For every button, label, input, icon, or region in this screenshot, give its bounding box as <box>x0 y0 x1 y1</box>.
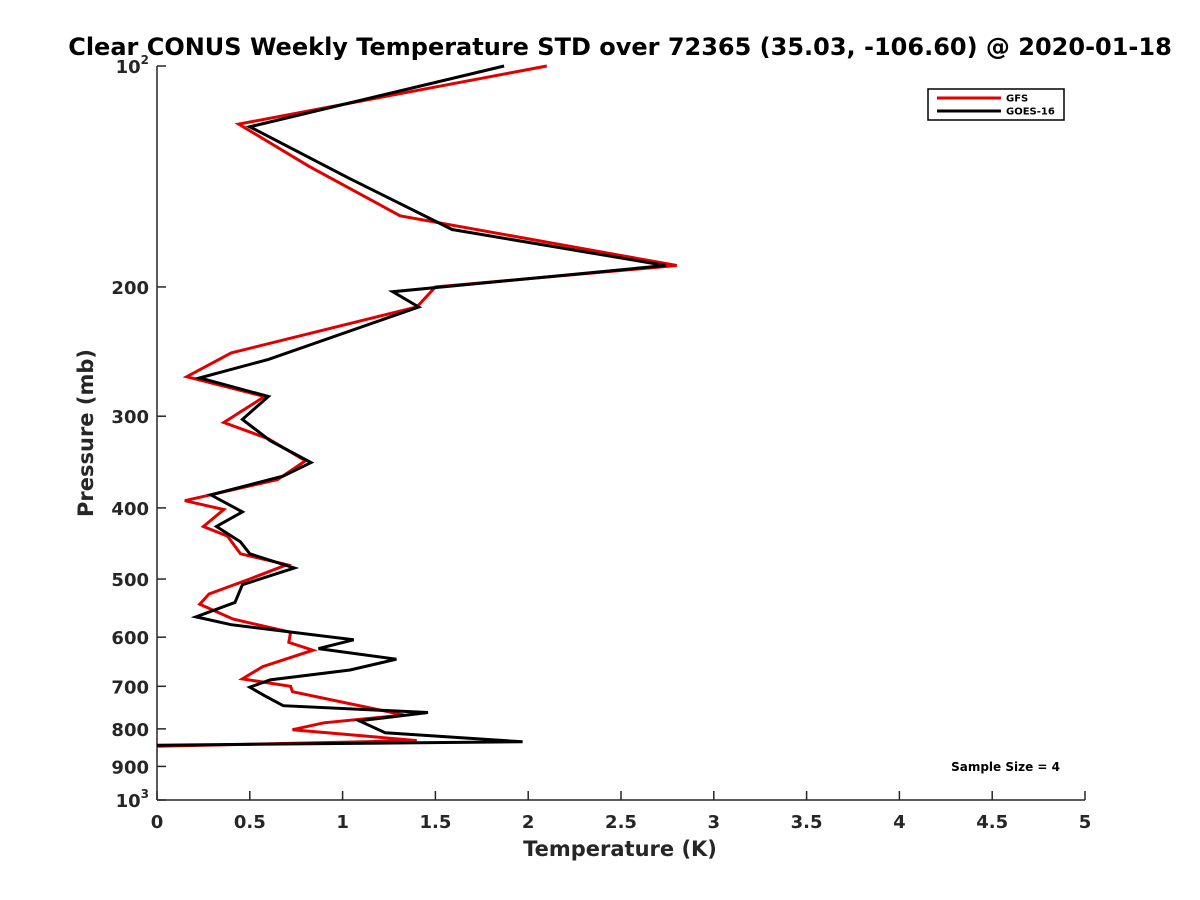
x-tick-label: 3 <box>708 812 721 833</box>
x-tick-label: 2 <box>522 812 535 833</box>
x-tick-label: 4 <box>893 812 906 833</box>
sample-size-annotation: Sample Size = 4 <box>951 760 1060 774</box>
x-tick-label: 0.5 <box>234 812 266 833</box>
chart-title: Clear CONUS Weekly Temperature STD over … <box>68 33 1172 61</box>
x-tick-label: 1.5 <box>419 812 451 833</box>
plot-area: 0 0.5 1 1.5 2 2.5 3 3.5 4 4.5 5 102 200 300 400 500 600 7… <box>111 53 1091 833</box>
x-tick-label: 3.5 <box>791 812 823 833</box>
y-tick-label: 600 <box>111 628 149 649</box>
x-tick-label: 2.5 <box>605 812 637 833</box>
legend-box <box>927 88 1065 121</box>
x-tick-label: 4.5 <box>976 812 1008 833</box>
legend: GFS GOES-16 <box>927 88 1065 121</box>
y-tick-label: 700 <box>111 677 149 698</box>
x-tick-label: 0 <box>151 812 164 833</box>
x-tick-label: 1 <box>336 812 349 833</box>
y-tick-label: 900 <box>111 757 149 778</box>
y-tick-label: 300 <box>111 407 149 428</box>
y-tick-label: 800 <box>111 720 149 741</box>
y-tick-label: 500 <box>111 570 149 591</box>
y-axis-label: Pressure (mb) <box>74 349 98 517</box>
series-line-gfs <box>156 64 677 748</box>
x-axis-label: Temperature (K) <box>523 837 717 861</box>
legend-label: GOES-16 <box>1006 107 1055 118</box>
y-tick-label: 400 <box>111 499 149 520</box>
legend-label: GFS <box>1006 94 1028 105</box>
series-line-goes-16 <box>156 64 666 747</box>
y-tick-label: 103 <box>116 787 149 812</box>
y-tick-label: 200 <box>111 278 149 299</box>
y-tick-label: 102 <box>116 53 149 78</box>
x-tick-label: 5 <box>1079 812 1092 833</box>
